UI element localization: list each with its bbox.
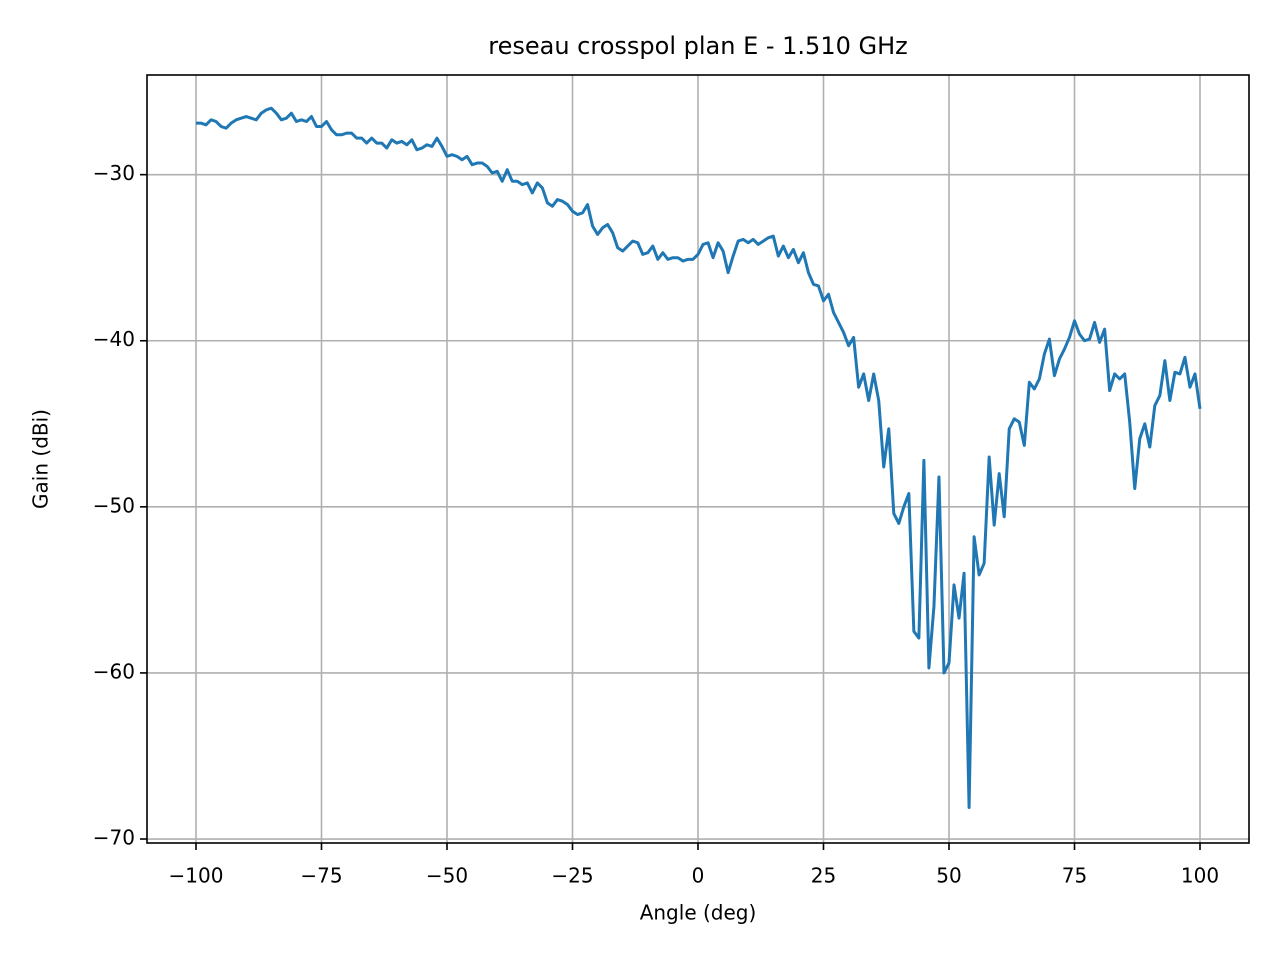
x-tick-label: 0 [692, 864, 705, 888]
y-tick-label: −70 [93, 826, 135, 850]
y-tick-label: −60 [93, 659, 135, 683]
x-tick-label: 100 [1181, 864, 1219, 888]
x-tick-label: 25 [811, 864, 836, 888]
data-line [196, 106, 1202, 809]
x-tick-label: −25 [551, 864, 593, 888]
x-tick-label: 75 [1062, 864, 1087, 888]
x-tick-label: 50 [936, 864, 961, 888]
grid [147, 75, 1249, 843]
x-tick-label: −75 [300, 864, 342, 888]
y-tick-label: −30 [93, 161, 135, 185]
chart-title: reseau crosspol plan E - 1.510 GHz [488, 32, 907, 60]
x-axis-label: Angle (deg) [640, 901, 757, 925]
y-tick-label: −50 [93, 493, 135, 517]
x-tick-label: −50 [426, 864, 468, 888]
plot-area [196, 106, 1202, 809]
x-tick-label: −100 [169, 864, 224, 888]
y-axis-label: Gain (dBi) [29, 409, 53, 509]
y-tick-label: −40 [93, 327, 135, 351]
